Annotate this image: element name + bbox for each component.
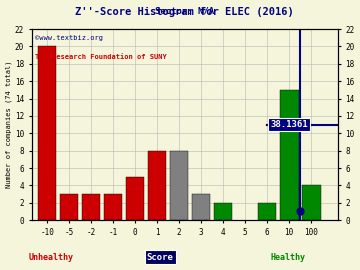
Text: The Research Foundation of SUNY: The Research Foundation of SUNY bbox=[35, 54, 167, 60]
Bar bbox=[82, 194, 100, 220]
Text: Sector: N/A: Sector: N/A bbox=[155, 7, 214, 16]
Bar bbox=[170, 151, 189, 220]
Bar bbox=[38, 46, 57, 220]
Bar bbox=[302, 185, 320, 220]
Text: ©www.textbiz.org: ©www.textbiz.org bbox=[35, 35, 103, 41]
Bar bbox=[60, 194, 78, 220]
Title: Z''-Score Histogram for ELEC (2016): Z''-Score Histogram for ELEC (2016) bbox=[75, 7, 294, 17]
Bar bbox=[192, 194, 211, 220]
Text: Healthy: Healthy bbox=[270, 252, 305, 262]
Text: Unhealthy: Unhealthy bbox=[29, 252, 74, 262]
Bar bbox=[258, 203, 276, 220]
Bar bbox=[214, 203, 233, 220]
Text: Score: Score bbox=[147, 252, 174, 262]
Y-axis label: Number of companies (74 total): Number of companies (74 total) bbox=[5, 61, 12, 188]
Bar bbox=[280, 90, 298, 220]
Text: 38.1361: 38.1361 bbox=[270, 120, 308, 129]
Bar bbox=[148, 151, 166, 220]
Bar bbox=[104, 194, 122, 220]
Bar bbox=[126, 177, 144, 220]
